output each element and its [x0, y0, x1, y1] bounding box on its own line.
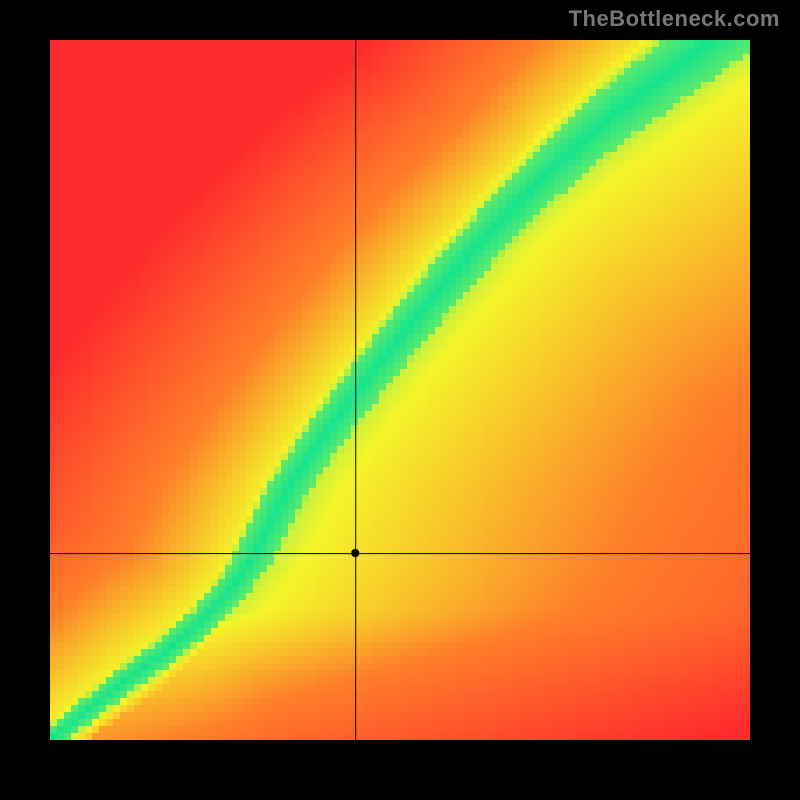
chart-container: TheBottleneck.com	[0, 0, 800, 800]
watermark-text: TheBottleneck.com	[569, 6, 780, 32]
crosshair-canvas	[0, 0, 800, 800]
